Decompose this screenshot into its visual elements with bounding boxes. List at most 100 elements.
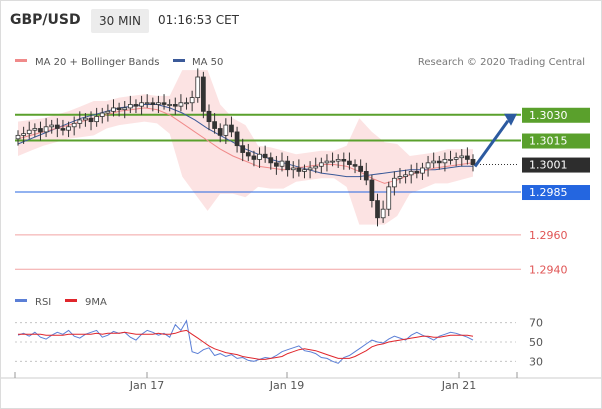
pair-title: GBP/USD — [10, 12, 81, 28]
candle-body — [448, 158, 453, 161]
candle-body — [212, 121, 217, 129]
rsi-tick-70: 70 — [529, 317, 543, 330]
candle-body — [223, 124, 229, 136]
level-tag-1.3001 — [522, 157, 590, 173]
candle-body — [71, 122, 77, 128]
level-label-1.3001: 1.3001 — [529, 159, 568, 172]
candle-body — [122, 107, 128, 111]
candle-body — [184, 102, 189, 105]
candle-body — [172, 104, 178, 107]
rsi-9ma-line — [18, 329, 474, 360]
level-label-1.2940: 1.2940 — [529, 263, 568, 276]
candle-body — [425, 162, 431, 169]
x-label-jan-19: Jan 19 — [269, 379, 304, 392]
level-label-1.2960: 1.2960 — [529, 229, 568, 242]
candle-body — [156, 102, 161, 105]
candle-body — [105, 110, 111, 114]
candle-body — [420, 167, 425, 174]
rsi-tick-50: 50 — [529, 336, 543, 349]
candle-body — [66, 126, 71, 131]
candle-body — [408, 171, 414, 176]
legend-9ma-swatch — [65, 299, 77, 302]
candle-body — [290, 167, 296, 171]
candle-body — [436, 160, 442, 164]
candle-body — [465, 155, 470, 160]
moving-averages — [17, 104, 474, 184]
ma50-line — [17, 104, 473, 178]
candlesticks — [15, 68, 476, 227]
legend-ma20-label: MA 20 + Bollinger Bands — [35, 57, 159, 68]
candle-body — [94, 116, 100, 123]
timeframe-selector[interactable]: 30 MIN — [91, 9, 149, 33]
candle-body — [391, 177, 397, 188]
candle-body — [240, 145, 246, 153]
candle-body — [167, 104, 173, 106]
forecast-arrow — [473, 113, 517, 168]
candle-body — [195, 76, 201, 99]
candle-body — [352, 164, 358, 167]
candle-body — [21, 133, 26, 136]
candle-body — [274, 162, 279, 167]
candle-body — [268, 157, 274, 164]
bollinger-bands — [18, 70, 473, 225]
candle-body — [335, 158, 341, 162]
rsi-line — [17, 319, 474, 364]
candle-body — [375, 200, 380, 219]
bollinger-band-area — [18, 70, 473, 225]
candle-body — [133, 104, 139, 107]
candle-body — [54, 124, 60, 129]
candle-body — [386, 186, 392, 210]
candle-body — [127, 104, 133, 109]
candle-body — [285, 160, 290, 171]
candle-body — [262, 153, 268, 159]
candle-body — [161, 102, 167, 105]
candle-body — [32, 128, 38, 131]
x-label-jan-17: Jan 17 — [129, 379, 164, 392]
candle-body — [139, 102, 144, 107]
rsi-panel: 70 50 30 — [15, 317, 543, 368]
candle-body — [83, 117, 88, 121]
legend-9ma-label: 9MA — [85, 297, 107, 308]
candle-body — [403, 174, 408, 177]
candle-body — [313, 165, 319, 169]
candle-body — [49, 124, 55, 128]
candle-body — [15, 134, 21, 140]
candle-body — [116, 107, 122, 111]
level-label-1.2985: 1.2985 — [529, 186, 568, 199]
candle-body — [279, 160, 285, 167]
rsi-tick-30: 30 — [529, 355, 543, 368]
timestamp: 01:16:53 CET — [158, 13, 239, 27]
level-label-1.3015: 1.3015 — [529, 135, 568, 148]
level-labels: 1.3030 1.3015 1.3001 1.2985 1.2960 1.2940 — [522, 107, 590, 276]
ma20-line — [17, 107, 474, 184]
level-tag-1.2985 — [522, 185, 590, 201]
candle-body — [245, 152, 251, 157]
candle-body — [324, 160, 330, 164]
level-tag-1.3015 — [522, 133, 590, 149]
candle-body — [302, 169, 307, 172]
candle-body — [442, 158, 448, 164]
candle-body — [380, 208, 386, 219]
legend-ma20-swatch — [15, 59, 27, 62]
level-tag-1.3030 — [522, 107, 590, 123]
candle-body — [347, 160, 352, 165]
legend-rsi-label: RSI — [35, 297, 51, 308]
legend-ma50-label: MA 50 — [192, 57, 223, 68]
legend-rsi-swatch — [15, 299, 27, 302]
credit-text: Research © 2020 Trading Central — [418, 57, 585, 68]
candle-body — [77, 119, 83, 124]
candle-body — [217, 128, 223, 136]
candle-body — [257, 153, 262, 160]
level-label-1.3030: 1.3030 — [529, 109, 568, 122]
candle-body — [363, 171, 369, 181]
candle-body — [431, 160, 437, 164]
candle-body — [206, 110, 212, 123]
candle-body — [111, 107, 116, 112]
candle-body — [453, 157, 459, 160]
candle-body — [251, 155, 257, 160]
candle-body — [150, 102, 156, 105]
candle-body — [318, 162, 324, 167]
forecast-arrow-shaft — [473, 119, 510, 168]
candle-body — [341, 158, 347, 162]
